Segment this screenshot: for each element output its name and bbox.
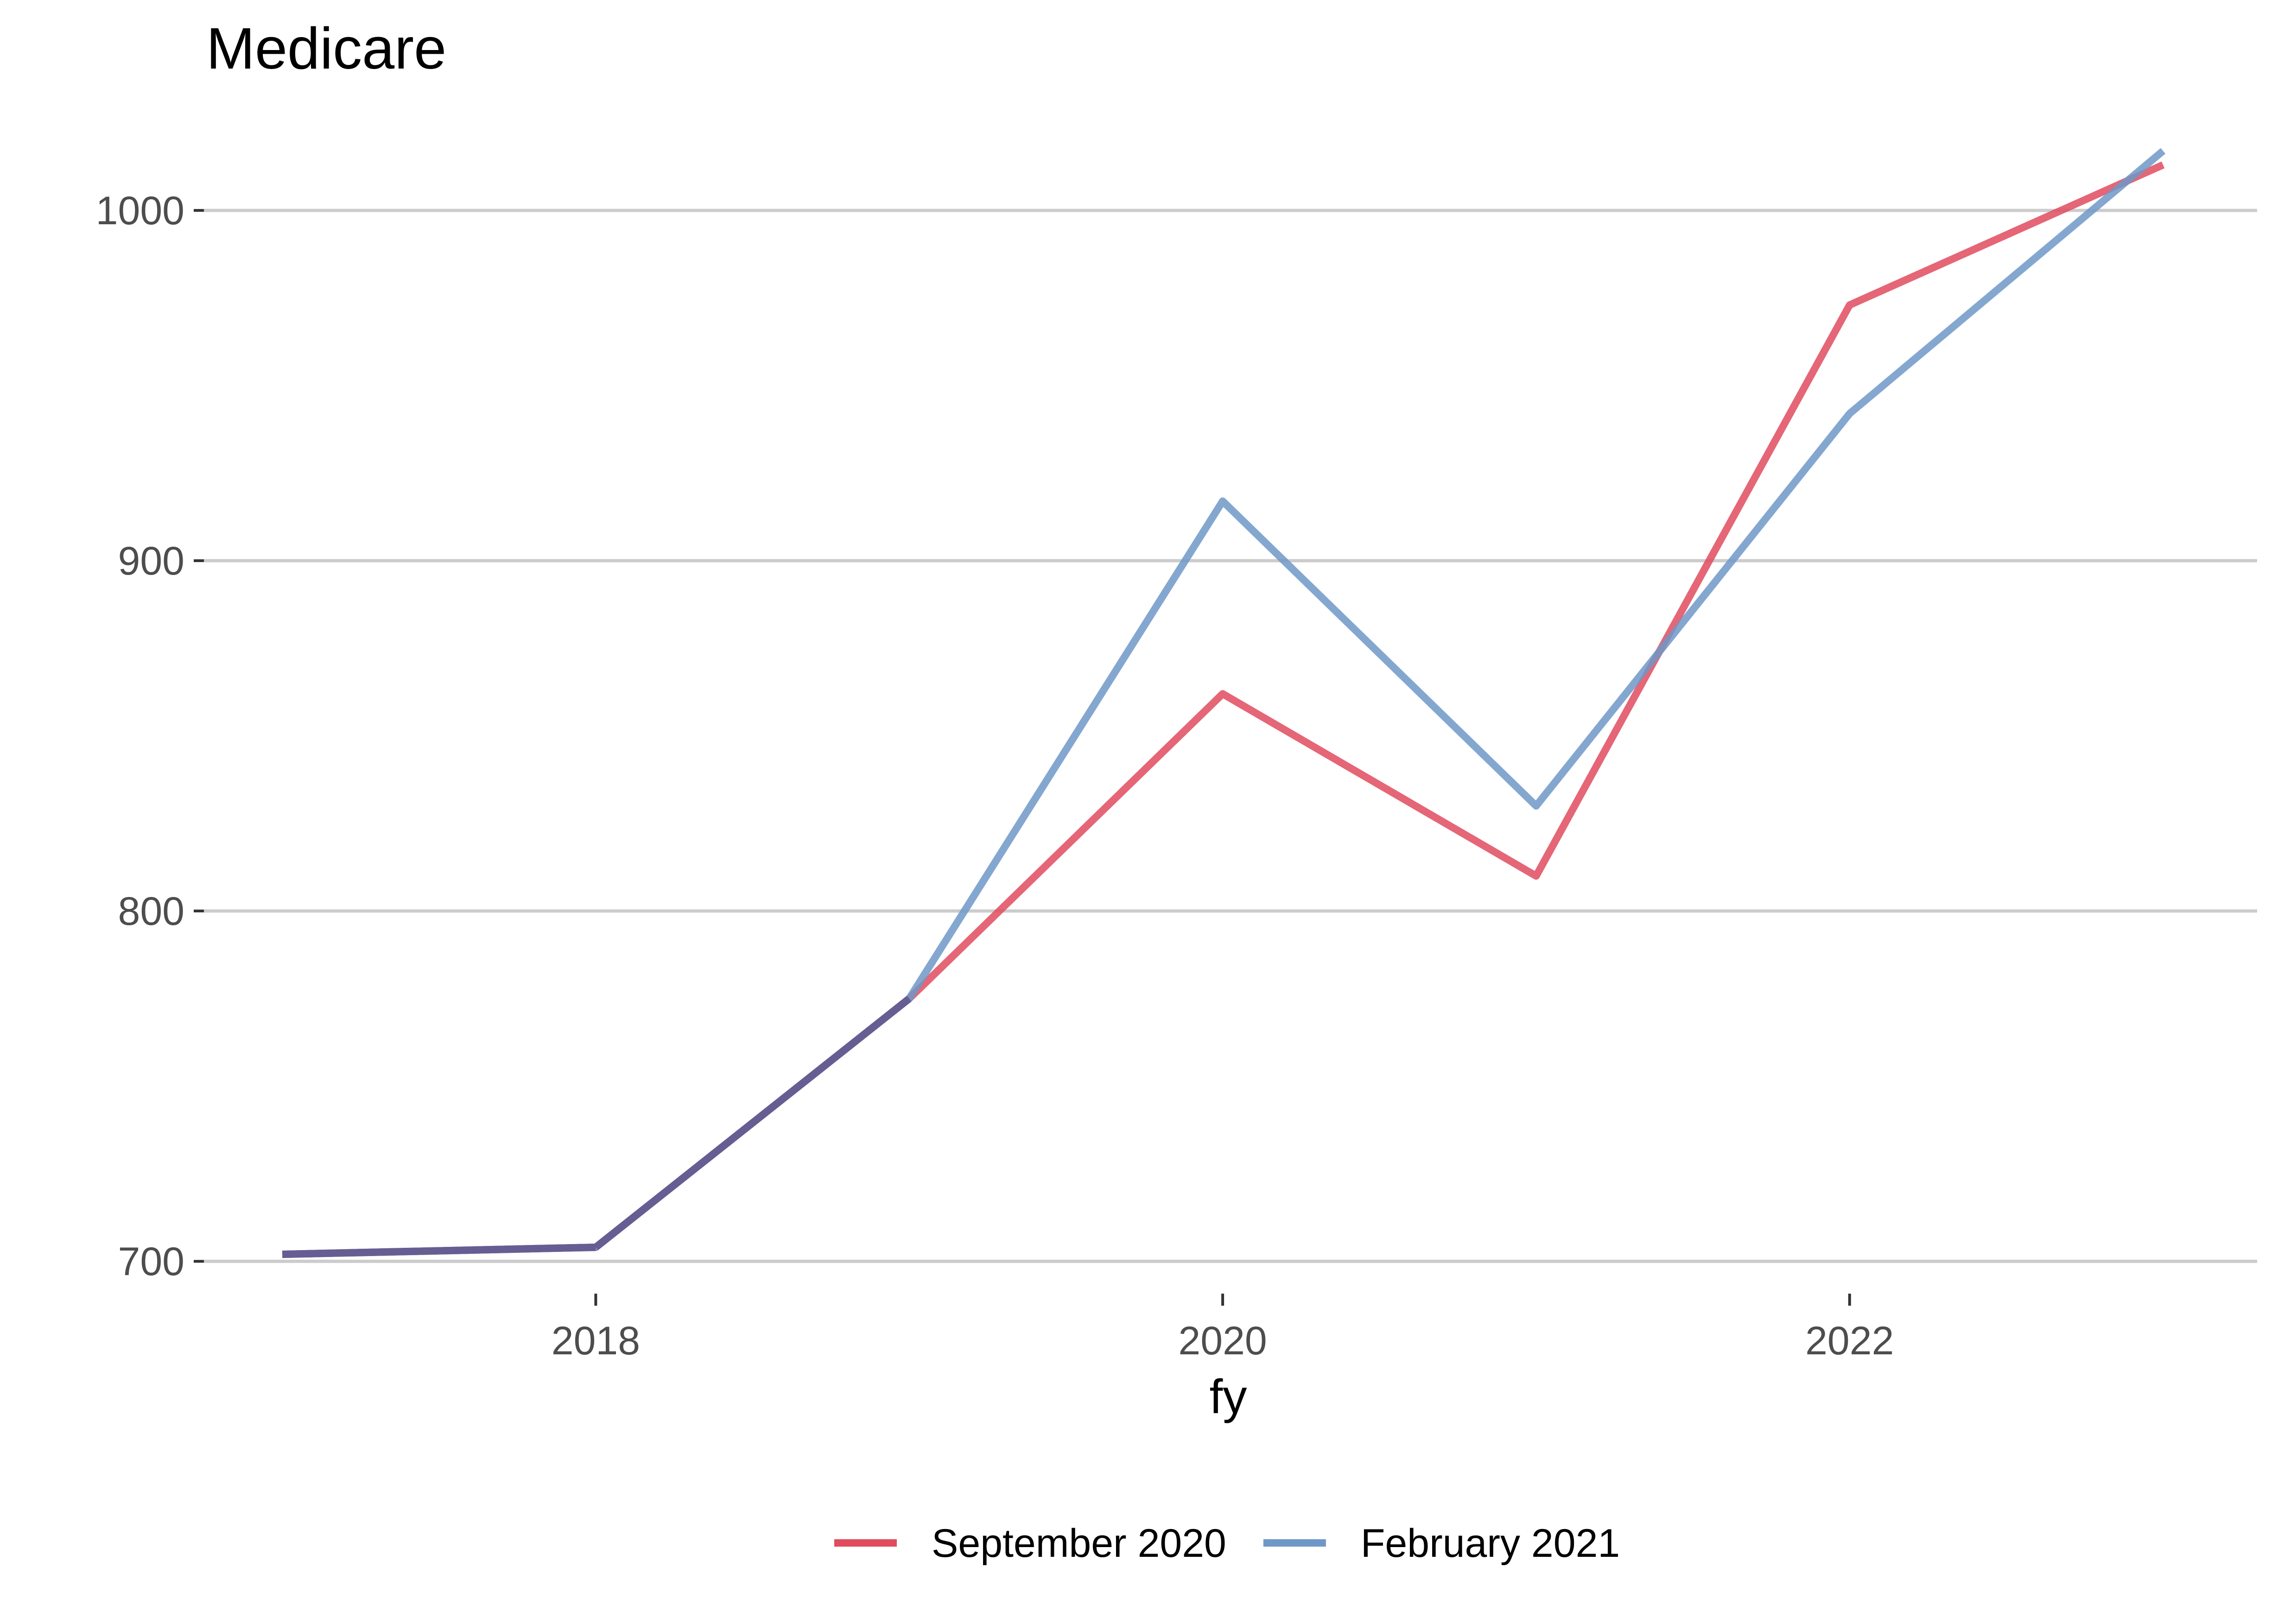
overlap-segment [593,995,912,1251]
series-line-1 [282,161,2165,1258]
series-lines [282,148,2166,1258]
legend-label-1: September 2020 [932,1521,1226,1566]
x-tick-label: 2018 [552,1319,640,1363]
gridlines [204,209,2257,1263]
chart-title: Medicare [206,16,446,81]
overlap-segment [282,1243,596,1258]
x-axis-title: fy [1210,1370,1247,1424]
series-line-2 [282,148,2166,1258]
y-axis: 700 800 900 1000 [96,189,204,1284]
x-tick-label: 2022 [1805,1319,1894,1363]
y-tick-label: 700 [118,1239,185,1284]
y-tick-label: 1000 [96,189,184,233]
legend-label-2: February 2021 [1361,1521,1620,1566]
y-tick-label: 800 [118,889,185,934]
x-tick-label: 2020 [1178,1319,1267,1363]
y-tick-label: 900 [118,539,185,583]
x-axis: 2018 2020 2022 [552,1294,1894,1363]
legend: September 2020 February 2021 [834,1521,1620,1566]
